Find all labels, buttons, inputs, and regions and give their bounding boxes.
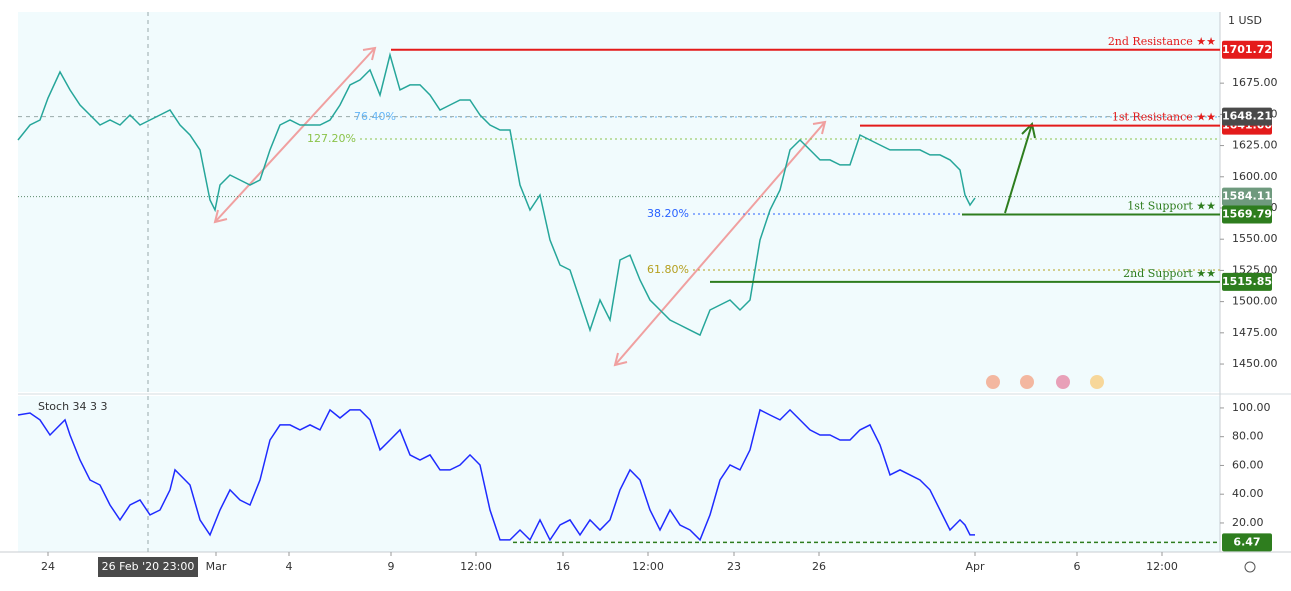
- level-label: 2nd Support ★★: [1123, 267, 1216, 280]
- y-tick-label: 80.00: [1232, 430, 1264, 443]
- series-line: [17, 408, 975, 542]
- level-badge: 1515.85: [1222, 275, 1272, 288]
- settings-icon[interactable]: [1244, 561, 1256, 573]
- level-badge: 1569.79: [1222, 207, 1272, 220]
- stoch-badge-bg: [1222, 533, 1272, 552]
- level-label: 1st Support ★★: [1127, 199, 1216, 212]
- y-tick-label: 40.00: [1232, 487, 1264, 500]
- event-icon[interactable]: [986, 375, 1000, 389]
- arrow-head: [1021, 121, 1036, 139]
- y-tick-label: 1550.00: [1232, 232, 1278, 245]
- x-tick-label: 12:00: [460, 560, 492, 573]
- x-tick-label: 12:00: [1146, 560, 1178, 573]
- projection-arrow: [1004, 123, 1033, 214]
- y-tick-label: 1625.00: [1232, 139, 1278, 152]
- crosshair-x-bg: [98, 557, 198, 577]
- level-badge-bg: [1222, 272, 1272, 291]
- y-tick-label: 20.00: [1232, 516, 1264, 529]
- x-tick-label: 4: [286, 560, 293, 573]
- x-tick-label: 9: [388, 560, 395, 573]
- y-tick-label: 1500.00: [1232, 295, 1278, 308]
- series-line: [17, 51, 976, 337]
- arrow-head: [362, 46, 377, 61]
- trend-arrow: [214, 47, 376, 223]
- crosshair-badge-bg: [1222, 107, 1272, 126]
- x-tick-label: Mar: [206, 560, 227, 573]
- trend-arrow: [614, 121, 826, 366]
- x-tick-label: 6: [1074, 560, 1081, 573]
- fib-label: 61.80%: [647, 263, 689, 276]
- y-tick-label: 60.00: [1232, 458, 1264, 471]
- crosshair-badge: 1648.21: [1222, 110, 1272, 123]
- last-price-badge: 1584.11: [1222, 190, 1272, 203]
- drawings: [213, 46, 1256, 573]
- indicator-title: Stoch 34 3 3: [38, 400, 108, 413]
- crosshair-x-label: 26 Feb '20 23:00: [102, 560, 195, 573]
- event-icon[interactable]: [1020, 375, 1034, 389]
- event-icon[interactable]: [1090, 375, 1104, 389]
- x-tick-label: 16: [556, 560, 570, 573]
- y-tick-label: 100.00: [1232, 401, 1271, 414]
- stoch-badge: 6.47: [1233, 535, 1260, 548]
- x-tick-label: 24: [41, 560, 55, 573]
- y-tick-label: 1475.00: [1232, 326, 1278, 339]
- stoch-pane: [18, 396, 1220, 552]
- arrow-head: [812, 120, 827, 135]
- level-label: 1st Resistance ★★: [1112, 111, 1216, 124]
- fib-label: 127.20%: [307, 132, 356, 145]
- fib-label: 38.20%: [647, 207, 689, 220]
- event-icon[interactable]: [1056, 375, 1070, 389]
- level-badge: 1701.72: [1222, 43, 1272, 56]
- level-badge-bg: [1222, 205, 1272, 224]
- x-tick-label: 26: [812, 560, 826, 573]
- y-tick-label: 1600.00: [1232, 170, 1278, 183]
- x-tick-label: 23: [727, 560, 741, 573]
- last-price-badge-bg: [1222, 187, 1272, 206]
- level-label: 2nd Resistance ★★: [1108, 35, 1216, 48]
- x-tick-label: Apr: [965, 560, 985, 573]
- arrow-head: [613, 352, 628, 367]
- arrow-head: [213, 209, 228, 224]
- price-pane: [18, 12, 1220, 392]
- y-tick-label: 1450.00: [1232, 357, 1278, 370]
- level-badge-bg: [1222, 40, 1272, 59]
- unit-label: 1 USD: [1228, 14, 1262, 27]
- fib-label: 76.40%: [354, 110, 396, 123]
- x-tick-label: 12:00: [632, 560, 664, 573]
- y-tick-label: 1675.00: [1232, 76, 1278, 89]
